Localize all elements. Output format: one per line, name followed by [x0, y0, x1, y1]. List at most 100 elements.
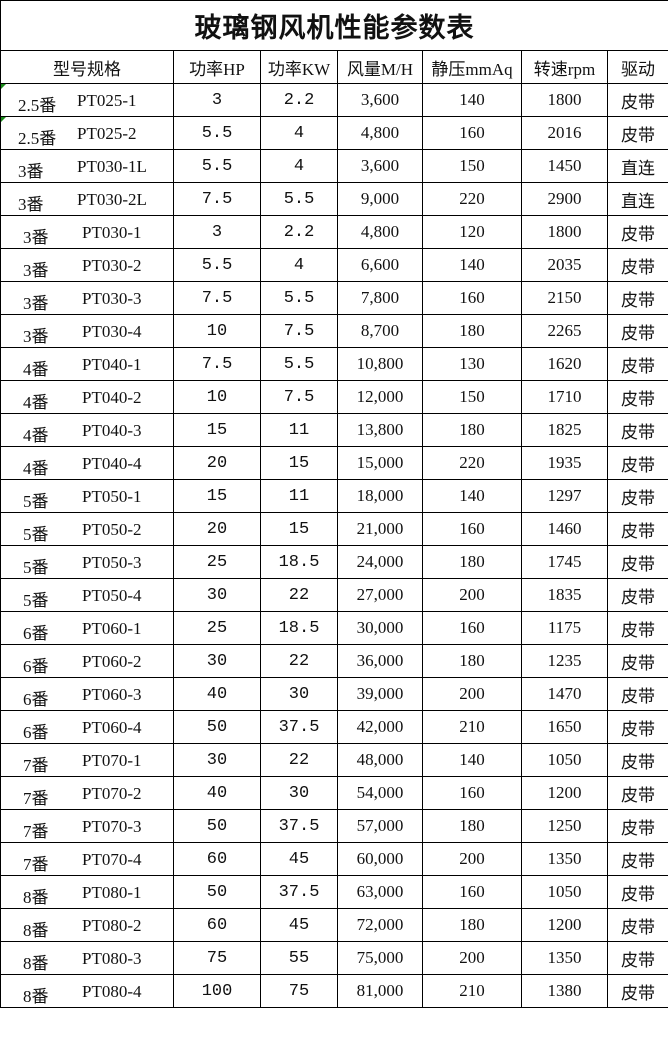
cell-speed-rpm: 1235: [521, 644, 608, 678]
table-row: 3番 PT030-1L 5.5 4 3,600 150 1450 直连: [0, 149, 668, 183]
fan-size: 7番: [23, 789, 49, 808]
cell-power-kw: 22: [260, 743, 338, 777]
cell-airflow: 10,800: [337, 347, 423, 381]
cell-power-hp: 5.5: [173, 149, 261, 183]
cell-speed-rpm: 2016: [521, 116, 608, 150]
cell-static-pressure: 210: [422, 974, 522, 1008]
model-code: PT040-4: [82, 454, 142, 473]
cell-static-pressure: 160: [422, 776, 522, 810]
cell-static-pressure: 130: [422, 347, 522, 381]
table-row: 5番 PT050-1 15 11 18,000 140 1297 皮带: [0, 479, 668, 513]
cell-power-kw: 45: [260, 842, 338, 876]
cell-static-pressure: 200: [422, 578, 522, 612]
model-code: PT050-3: [82, 553, 142, 572]
cell-airflow: 75,000: [337, 941, 423, 975]
cell-airflow: 12,000: [337, 380, 423, 414]
model-code: PT050-1: [82, 487, 142, 506]
cell-power-hp: 75: [173, 941, 261, 975]
cell-drive: 皮带: [606, 611, 668, 645]
cell-static-pressure: 140: [422, 479, 522, 513]
cell-speed-rpm: 1745: [521, 545, 608, 579]
cell-drive: 皮带: [606, 710, 668, 744]
cell-airflow: 18,000: [337, 479, 423, 513]
cell-speed-rpm: 1380: [521, 974, 608, 1008]
cell-static-pressure: 220: [422, 182, 522, 216]
cell-static-pressure: 120: [422, 215, 522, 249]
cell-airflow: 7,800: [337, 281, 423, 315]
cell-speed-rpm: 1935: [521, 446, 608, 480]
cell-airflow: 57,000: [337, 809, 423, 843]
cell-model-spec: 8番 PT080-2: [0, 908, 174, 942]
cell-drive: 直连: [606, 182, 668, 216]
cell-airflow: 3,600: [337, 149, 423, 183]
cell-static-pressure: 160: [422, 281, 522, 315]
cell-speed-rpm: 2150: [521, 281, 608, 315]
cell-static-pressure: 180: [422, 644, 522, 678]
cell-power-kw: 7.5: [260, 380, 338, 414]
cell-power-kw: 15: [260, 446, 338, 480]
model-code: PT040-2: [82, 388, 142, 407]
fan-size: 2.5番: [18, 96, 57, 115]
cell-model-spec: 6番 PT060-1: [0, 611, 174, 645]
cell-model-spec: 6番 PT060-4: [0, 710, 174, 744]
cell-power-hp: 50: [173, 875, 261, 909]
cell-drive: 皮带: [606, 842, 668, 876]
cell-power-kw: 2.2: [260, 83, 338, 117]
cell-speed-rpm: 2900: [521, 182, 608, 216]
cell-power-hp: 15: [173, 479, 261, 513]
cell-power-hp: 5.5: [173, 116, 261, 150]
cell-drive: 皮带: [606, 644, 668, 678]
fan-size: 6番: [23, 723, 49, 742]
cell-model-spec: 4番 PT040-4: [0, 446, 174, 480]
table-row: 3番 PT030-3 7.5 5.5 7,800 160 2150 皮带: [0, 281, 668, 315]
table-row: 6番 PT060-2 30 22 36,000 180 1235 皮带: [0, 644, 668, 678]
table-row: 5番 PT050-2 20 15 21,000 160 1460 皮带: [0, 512, 668, 546]
table-row: 3番 PT030-1 3 2.2 4,800 120 1800 皮带: [0, 215, 668, 249]
cell-power-kw: 75: [260, 974, 338, 1008]
cell-static-pressure: 140: [422, 83, 522, 117]
table-row: 7番 PT070-4 60 45 60,000 200 1350 皮带: [0, 842, 668, 876]
table-row: 5番 PT050-4 30 22 27,000 200 1835 皮带: [0, 578, 668, 612]
model-code: PT040-3: [82, 421, 142, 440]
model-code: PT030-2L: [77, 190, 147, 209]
cell-speed-rpm: 1650: [521, 710, 608, 744]
column-header-drive: 驱动: [606, 50, 668, 84]
cell-airflow: 54,000: [337, 776, 423, 810]
fan-size: 8番: [23, 954, 49, 973]
cell-power-hp: 7.5: [173, 281, 261, 315]
cell-power-kw: 11: [260, 479, 338, 513]
cell-airflow: 15,000: [337, 446, 423, 480]
fan-size: 6番: [23, 690, 49, 709]
cell-drive: 皮带: [606, 875, 668, 909]
cell-model-spec: 5番 PT050-1: [0, 479, 174, 513]
column-header-speed-rpm: 转速rpm: [521, 50, 608, 84]
cell-drive: 皮带: [606, 347, 668, 381]
cell-power-kw: 18.5: [260, 611, 338, 645]
cell-drive: 皮带: [606, 809, 668, 843]
cell-power-hp: 50: [173, 710, 261, 744]
cell-model-spec: 7番 PT070-3: [0, 809, 174, 843]
cell-power-kw: 45: [260, 908, 338, 942]
fan-size: 8番: [23, 888, 49, 907]
cell-airflow: 27,000: [337, 578, 423, 612]
cell-airflow: 8,700: [337, 314, 423, 348]
cell-static-pressure: 140: [422, 743, 522, 777]
cell-airflow: 42,000: [337, 710, 423, 744]
table-row: 6番 PT060-4 50 37.5 42,000 210 1650 皮带: [0, 710, 668, 744]
cell-static-pressure: 220: [422, 446, 522, 480]
table-row: 2.5番 PT025-2 5.5 4 4,800 160 2016 皮带: [0, 116, 668, 150]
cell-static-pressure: 180: [422, 908, 522, 942]
column-header-airflow: 风量M/H: [337, 50, 423, 84]
cell-speed-rpm: 1450: [521, 149, 608, 183]
fan-size: 3番: [23, 261, 49, 280]
fan-size: 7番: [23, 855, 49, 874]
cell-power-hp: 100: [173, 974, 261, 1008]
model-code: PT060-2: [82, 652, 142, 671]
cell-speed-rpm: 1350: [521, 842, 608, 876]
cell-drive: 皮带: [606, 545, 668, 579]
cell-power-hp: 30: [173, 578, 261, 612]
cell-speed-rpm: 1470: [521, 677, 608, 711]
fan-size: 3番: [18, 162, 44, 181]
cell-model-spec: 4番 PT040-2: [0, 380, 174, 414]
fan-size: 8番: [23, 921, 49, 940]
